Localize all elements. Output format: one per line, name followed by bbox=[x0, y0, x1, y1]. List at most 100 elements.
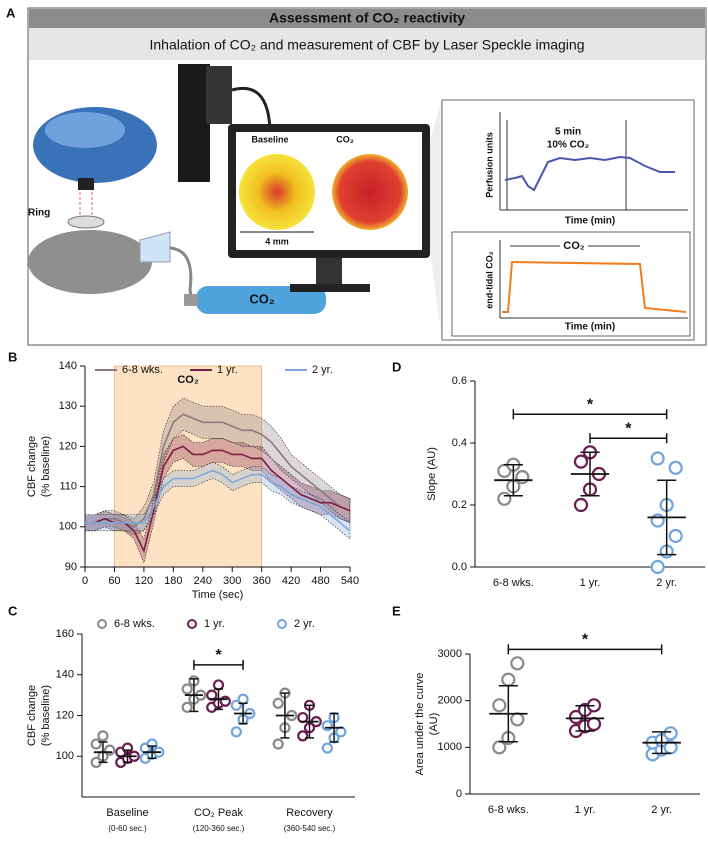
zoom-wedge bbox=[430, 100, 442, 340]
x-tick-label: 180 bbox=[164, 575, 182, 587]
mouse bbox=[28, 230, 152, 294]
y-tick-label: 120 bbox=[59, 440, 77, 452]
data-point bbox=[272, 697, 284, 709]
y-axis-label: Area under the curve bbox=[414, 673, 426, 776]
data-point bbox=[237, 693, 249, 705]
speckle-image bbox=[239, 154, 315, 230]
y-tick-label: 140 bbox=[56, 669, 74, 681]
inset-ylabel: end-tidal CO₂ bbox=[484, 251, 494, 309]
x-tick-label: Recovery bbox=[286, 807, 333, 819]
panel-frame bbox=[27, 7, 707, 346]
legend-label: 2 yr. bbox=[294, 618, 315, 630]
data-point bbox=[219, 695, 231, 707]
y-axis-label: (AU) bbox=[428, 713, 440, 736]
x-tick-label: 2 yr. bbox=[651, 804, 672, 816]
y-tick-label: 110 bbox=[59, 481, 77, 493]
x-tick-label: 1 yr. bbox=[575, 804, 596, 816]
legend-label: 2 yr. bbox=[312, 364, 333, 376]
nose-cone bbox=[139, 231, 171, 263]
x-tick-label: 60 bbox=[108, 575, 120, 587]
x-tick-label: 120 bbox=[135, 575, 153, 587]
y-axis-label: (% baseline) bbox=[40, 436, 52, 497]
panel-subtitle: Inhalation of CO₂ and measurement of CBF… bbox=[150, 37, 585, 53]
panel-a: A Assessment of CO₂ reactivity Inhalatio… bbox=[6, 5, 707, 346]
y-axis-label: CBF change bbox=[26, 436, 38, 497]
y-tick-label: 160 bbox=[56, 628, 74, 640]
error-band bbox=[84, 433, 351, 564]
data-point bbox=[212, 679, 225, 691]
image-label: CO₂ bbox=[336, 134, 354, 144]
inset-xlabel: Time (min) bbox=[565, 322, 615, 333]
shade-label: CO₂ bbox=[177, 374, 199, 386]
valve bbox=[184, 294, 198, 306]
data-point bbox=[90, 738, 102, 750]
data-point bbox=[650, 513, 665, 528]
inset-ylabel: Perfusion units bbox=[484, 132, 494, 198]
data-point bbox=[573, 497, 589, 513]
y-tick-label: 2000 bbox=[438, 695, 462, 707]
data-point bbox=[568, 709, 584, 725]
image-label: Baseline bbox=[251, 134, 288, 144]
significance-label: * bbox=[215, 647, 222, 664]
series-line bbox=[85, 469, 351, 532]
x-tick-sublabel: (0-60 sec.) bbox=[108, 824, 147, 833]
data-point bbox=[586, 716, 602, 732]
data-point bbox=[650, 559, 665, 575]
monitor-base bbox=[290, 284, 370, 292]
y-tick-label: 90 bbox=[65, 561, 77, 573]
speckle-image bbox=[332, 154, 408, 230]
y-tick-label: 100 bbox=[56, 750, 74, 762]
y-tick-label: 1000 bbox=[438, 741, 462, 753]
panel-title: Assessment of CO₂ reactivity bbox=[269, 10, 465, 26]
x-tick-sublabel: (120-360 sec.) bbox=[193, 824, 245, 833]
legend-label: 1 yr. bbox=[204, 618, 225, 630]
series-line bbox=[85, 413, 351, 528]
y-tick-label: 0.2 bbox=[452, 499, 467, 511]
data-point bbox=[668, 528, 683, 544]
significance-bracket bbox=[512, 409, 668, 420]
inset-label: 5 min bbox=[555, 127, 581, 138]
significance-bracket bbox=[193, 659, 244, 670]
y-tick-label: 100 bbox=[59, 521, 77, 533]
x-tick-label: 2 yr. bbox=[656, 577, 677, 589]
device-highlight bbox=[45, 112, 125, 148]
data-point bbox=[501, 672, 516, 687]
significance-bracket bbox=[589, 433, 668, 444]
y-tick-label: 0.4 bbox=[452, 437, 467, 449]
data-point bbox=[573, 454, 589, 469]
legend-swatch bbox=[97, 619, 107, 629]
panel-letter: A bbox=[6, 5, 16, 20]
ring-label: Ring bbox=[28, 208, 50, 219]
y-tick-label: 0 bbox=[456, 788, 462, 800]
x-axis-label: Time (sec) bbox=[192, 589, 244, 601]
y-tick-label: 3000 bbox=[438, 648, 462, 660]
bracket-gap bbox=[560, 239, 588, 253]
data-point bbox=[230, 726, 242, 738]
perfusion-trace bbox=[504, 155, 675, 192]
x-tick-sublabel: (360-540 sec.) bbox=[284, 824, 336, 833]
cable bbox=[231, 87, 272, 131]
data-point bbox=[321, 742, 333, 754]
legend-label: 1 yr. bbox=[217, 364, 238, 376]
x-tick-label: 1 yr. bbox=[580, 577, 601, 589]
shaded-period bbox=[114, 365, 262, 568]
monitor-stand bbox=[316, 258, 342, 284]
x-tick-label: 240 bbox=[194, 575, 212, 587]
subtitle-bar bbox=[29, 28, 705, 60]
inset-xlabel: Time (min) bbox=[565, 216, 615, 227]
legend-swatch bbox=[187, 619, 197, 629]
panel-letter: D bbox=[392, 359, 401, 374]
x-tick-label: 420 bbox=[282, 575, 300, 587]
data-point bbox=[668, 460, 683, 475]
y-tick-label: 120 bbox=[56, 709, 74, 721]
data-point bbox=[663, 726, 678, 741]
legend-label: 6-8 wks. bbox=[114, 618, 155, 630]
lens bbox=[78, 178, 94, 190]
y-axis-label: CBF change bbox=[26, 685, 38, 746]
data-point bbox=[321, 720, 333, 732]
camera-mount bbox=[206, 66, 232, 124]
y-tick-label: 0.0 bbox=[452, 561, 467, 573]
significance-label: * bbox=[582, 632, 589, 649]
x-tick-label: 480 bbox=[311, 575, 329, 587]
data-point bbox=[272, 738, 284, 750]
